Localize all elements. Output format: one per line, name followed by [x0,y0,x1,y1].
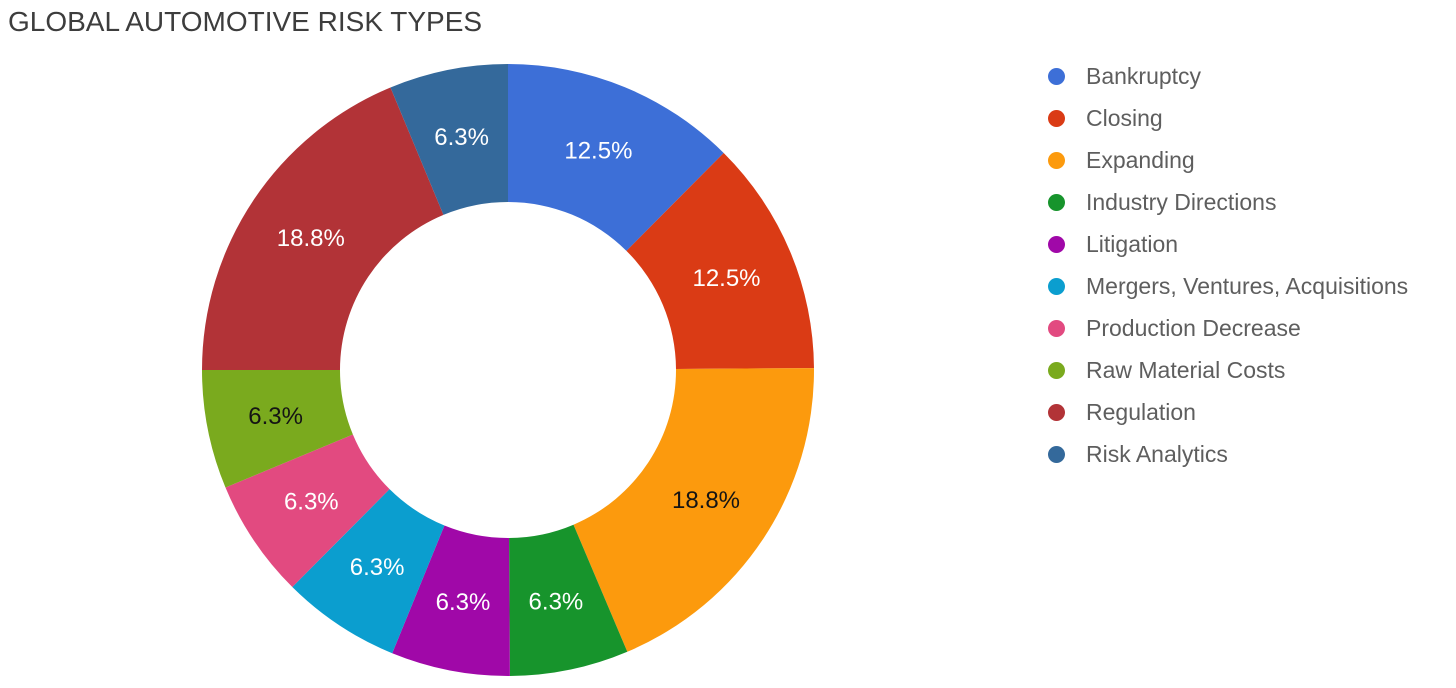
legend-item-regulation: Regulation [1048,391,1408,433]
legend-swatch-icon [1048,277,1065,295]
legend-swatch-icon [1048,445,1065,463]
slice-mergers-ventures-acquisitions[interactable] [292,489,445,654]
legend-item-risk-analytics: Risk Analytics [1048,433,1408,475]
legend-item-raw-material-costs: Raw Material Costs [1048,349,1408,391]
legend-item-expanding: Expanding [1048,139,1408,181]
legend-item-mergers-ventures-acquisitions: Mergers, Ventures, Acquisitions [1048,265,1408,307]
slice-closing[interactable] [626,152,814,369]
legend-item-label: Mergers, Ventures, Acquisitions [1086,272,1409,299]
legend-swatch-icon [1048,67,1065,85]
legend-swatch-icon [1048,151,1065,169]
legend-item-closing: Closing [1048,97,1408,139]
legend-item-label: Risk Analytics [1086,440,1228,467]
legend-swatch-icon [1048,403,1065,421]
legend-item-label: Bankruptcy [1086,62,1202,89]
legend-item-bankruptcy: Bankruptcy [1048,55,1408,97]
slice-litigation[interactable] [392,525,510,676]
chart-title: GLOBAL AUTOMOTIVE RISK TYPES [8,6,483,37]
slice-risk-analytics[interactable] [390,64,508,215]
legend-item-label: Regulation [1086,398,1196,425]
slice-production-decrease[interactable] [225,434,390,588]
legend-item-label: Closing [1086,104,1163,131]
legend-swatch-icon [1048,361,1065,379]
legend-item-production-decrease: Production Decrease [1048,307,1408,349]
legend-item-litigation: Litigation [1048,223,1408,265]
legend-item-label: Production Decrease [1086,314,1301,341]
legend-item-industry-directions: Industry Directions [1048,181,1408,223]
legend-item-label: Raw Material Costs [1086,356,1286,383]
slice-industry-directions[interactable] [509,524,628,676]
slice-regulation[interactable] [202,87,444,370]
slice-raw-material-costs[interactable] [202,370,353,488]
legend-swatch-icon [1048,319,1065,337]
slice-bankruptcy[interactable] [508,64,724,251]
chart-legend: Bankruptcy Closing Expanding Industry Di… [1048,55,1408,475]
legend-item-label: Industry Directions [1086,188,1277,215]
legend-swatch-icon [1048,193,1065,211]
legend-swatch-icon [1048,235,1065,253]
legend-swatch-icon [1048,109,1065,127]
legend-item-label: Expanding [1086,146,1195,173]
legend-item-label: Litigation [1086,230,1179,257]
slice-expanding[interactable] [573,368,814,652]
